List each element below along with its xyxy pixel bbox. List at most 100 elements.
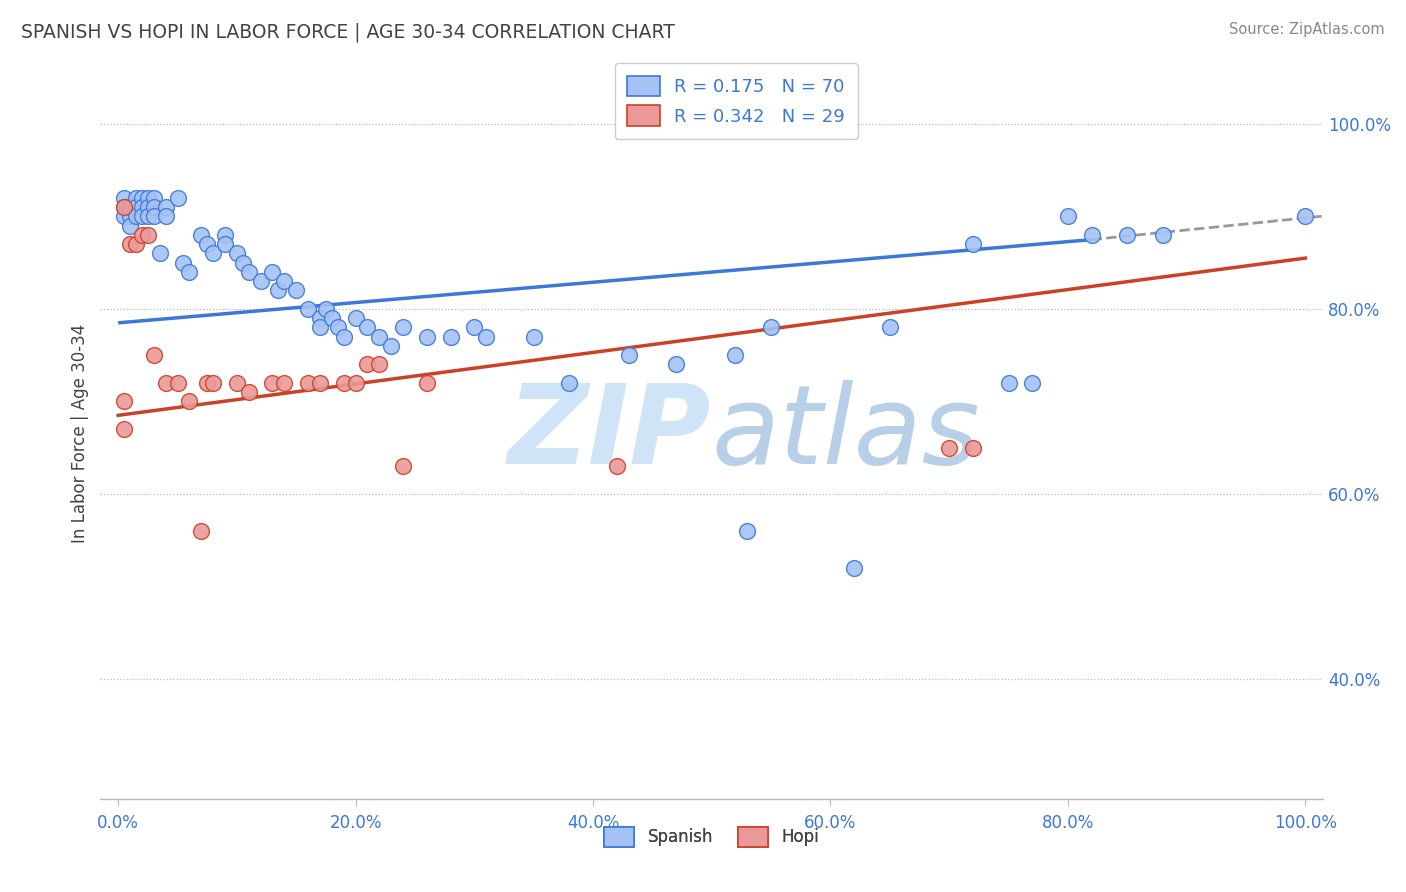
Point	[131, 200, 153, 214]
Text: SPANISH VS HOPI IN LABOR FORCE | AGE 30-34 CORRELATION CHART: SPANISH VS HOPI IN LABOR FORCE | AGE 30-…	[21, 22, 675, 42]
Point	[238, 265, 260, 279]
Point	[606, 459, 628, 474]
Point	[309, 320, 332, 334]
Point	[439, 329, 461, 343]
Point	[202, 376, 225, 390]
Point	[118, 219, 141, 233]
Point	[118, 200, 141, 214]
Point	[416, 329, 439, 343]
Point	[125, 200, 148, 214]
Point	[1021, 376, 1043, 390]
Point	[558, 376, 581, 390]
Point	[326, 320, 349, 334]
Point	[309, 376, 332, 390]
Point	[112, 191, 135, 205]
Point	[190, 227, 212, 242]
Point	[962, 237, 984, 252]
Point	[125, 191, 148, 205]
Point	[879, 320, 901, 334]
Point	[136, 227, 159, 242]
Point	[155, 376, 177, 390]
Point	[759, 320, 782, 334]
Point	[142, 191, 165, 205]
Point	[195, 237, 218, 252]
Point	[332, 329, 354, 343]
Point	[938, 441, 960, 455]
Point	[172, 256, 194, 270]
Point	[112, 200, 135, 214]
Point	[155, 210, 177, 224]
Legend: Spanish, Hopi: Spanish, Hopi	[595, 817, 830, 856]
Point	[997, 376, 1019, 390]
Text: ZIP: ZIP	[508, 380, 711, 487]
Point	[344, 311, 367, 326]
Point	[195, 376, 218, 390]
Point	[368, 329, 391, 343]
Point	[136, 200, 159, 214]
Point	[125, 237, 148, 252]
Point	[737, 524, 759, 538]
Point	[118, 210, 141, 224]
Point	[356, 320, 378, 334]
Point	[262, 376, 284, 390]
Point	[1152, 227, 1174, 242]
Point	[962, 441, 984, 455]
Point	[285, 284, 308, 298]
Point	[125, 210, 148, 224]
Point	[368, 358, 391, 372]
Point	[214, 227, 236, 242]
Point	[131, 191, 153, 205]
Point	[1080, 227, 1102, 242]
Point	[332, 376, 354, 390]
Point	[1116, 227, 1139, 242]
Point	[1057, 210, 1080, 224]
Point	[214, 237, 236, 252]
Point	[166, 376, 188, 390]
Point	[225, 376, 247, 390]
Point	[238, 385, 260, 400]
Point	[142, 200, 165, 214]
Point	[166, 191, 188, 205]
Point	[297, 301, 319, 316]
Text: atlas: atlas	[711, 380, 980, 487]
Point	[118, 237, 141, 252]
Y-axis label: In Labor Force | Age 30-34: In Labor Force | Age 30-34	[72, 324, 89, 543]
Point	[112, 394, 135, 409]
Point	[249, 274, 271, 288]
Point	[463, 320, 485, 334]
Point	[617, 348, 640, 362]
Point	[844, 561, 866, 575]
Point	[273, 376, 295, 390]
Point	[356, 358, 378, 372]
Point	[523, 329, 546, 343]
Point	[179, 265, 201, 279]
Point	[665, 358, 688, 372]
Point	[112, 422, 135, 436]
Point	[724, 348, 747, 362]
Point	[112, 200, 135, 214]
Point	[131, 210, 153, 224]
Point	[112, 210, 135, 224]
Point	[380, 339, 402, 353]
Point	[136, 191, 159, 205]
Point	[202, 246, 225, 260]
Point	[392, 320, 415, 334]
Point	[344, 376, 367, 390]
Point	[475, 329, 498, 343]
Text: Source: ZipAtlas.com: Source: ZipAtlas.com	[1229, 22, 1385, 37]
Point	[232, 256, 254, 270]
Point	[142, 210, 165, 224]
Point	[131, 227, 153, 242]
Point	[297, 376, 319, 390]
Point	[262, 265, 284, 279]
Point	[309, 311, 332, 326]
Point	[225, 246, 247, 260]
Point	[392, 459, 415, 474]
Point	[267, 284, 290, 298]
Point	[155, 200, 177, 214]
Point	[149, 246, 172, 260]
Point	[321, 311, 343, 326]
Point	[136, 210, 159, 224]
Point	[273, 274, 295, 288]
Point	[416, 376, 439, 390]
